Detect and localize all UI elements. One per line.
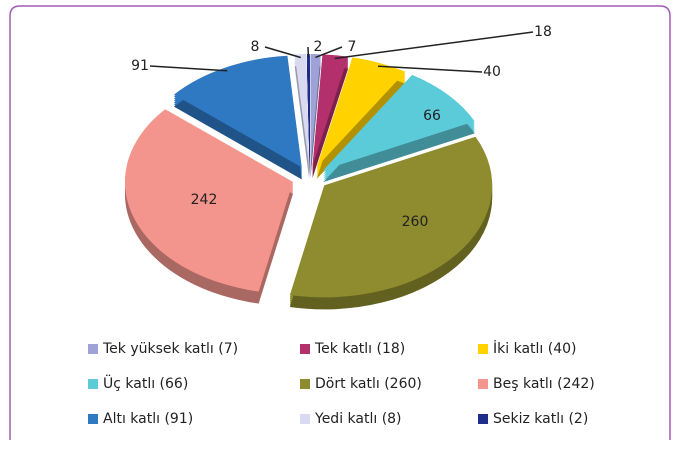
legend-label: Üç katlı (66) [103, 374, 188, 392]
legend-label: İki katlı (40) [493, 339, 576, 357]
leader-line [315, 46, 343, 59]
legend-label: Dört katlı (260) [315, 376, 422, 392]
data-label: 66 [423, 108, 441, 124]
slice [289, 136, 493, 298]
slice [294, 54, 310, 167]
leader-line [334, 31, 534, 60]
legend-swatch [300, 414, 310, 424]
slice-shade [316, 69, 406, 179]
slice [173, 55, 302, 168]
legend-label: Altı katlı (91) [103, 411, 193, 427]
leader-line [264, 46, 301, 59]
legend-swatch [300, 344, 310, 354]
legend-label: Tek yüksek katlı (7) [102, 341, 238, 357]
slice [316, 57, 406, 167]
legend-swatch [478, 414, 488, 424]
data-label: 91 [131, 58, 149, 74]
legend-swatch [88, 379, 98, 389]
legend-swatch [88, 414, 98, 424]
slice [312, 54, 349, 167]
slice [310, 54, 321, 167]
data-label: 40 [483, 64, 501, 80]
slice [306, 54, 310, 167]
data-label: 242 [191, 192, 218, 208]
slice [323, 74, 475, 170]
legend-swatch [478, 344, 488, 354]
legend-label: Sekiz katlı (2) [493, 411, 588, 427]
data-label: 260 [402, 214, 429, 230]
leader-line [149, 65, 228, 72]
data-label: 7 [348, 39, 357, 55]
legend-label: Tek katlı (18) [314, 341, 405, 357]
data-label: 18 [534, 24, 552, 40]
legend-swatch [478, 379, 488, 389]
frame [9, 5, 671, 440]
legend-swatch [88, 344, 98, 354]
legend-label: Beş katlı (242) [493, 376, 595, 392]
legend-swatch [300, 379, 310, 389]
data-label: 8 [251, 39, 260, 55]
legend-label: Yedi katlı (8) [314, 411, 402, 427]
slice [124, 109, 293, 292]
leader-line [377, 65, 483, 73]
data-label: 2 [314, 39, 323, 55]
